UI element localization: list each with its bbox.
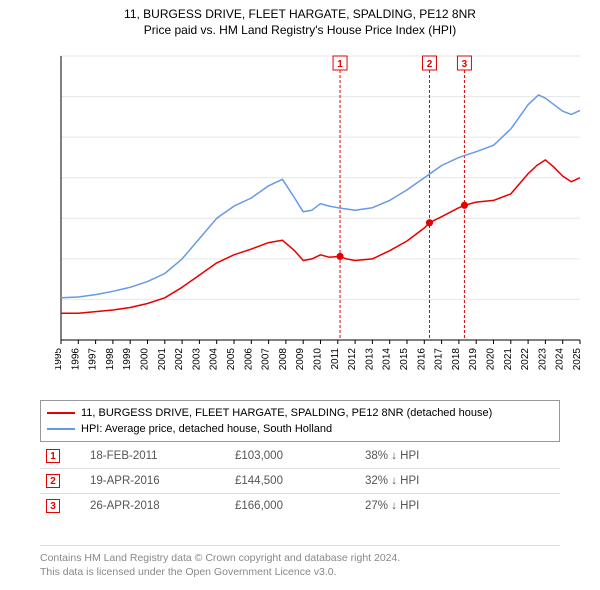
svg-text:1: 1 [337, 59, 343, 70]
svg-text:2004: 2004 [209, 348, 220, 371]
svg-text:2012: 2012 [347, 348, 358, 371]
footnote-line1: Contains HM Land Registry data © Crown c… [40, 551, 560, 565]
sale-date: 19-APR-2016 [90, 475, 205, 487]
svg-text:2016: 2016 [416, 348, 427, 371]
table-row: 1 18-FEB-2011 £103,000 38% ↓ HPI [40, 444, 560, 468]
svg-text:2008: 2008 [278, 348, 289, 371]
sale-hpi-diff: 32% ↓ HPI [365, 475, 475, 487]
svg-text:2: 2 [427, 59, 433, 70]
legend-row-hpi: HPI: Average price, detached house, Sout… [47, 421, 553, 437]
svg-text:2020: 2020 [486, 348, 497, 371]
svg-text:2021: 2021 [503, 348, 514, 371]
sale-hpi-diff: 27% ↓ HPI [365, 500, 475, 512]
legend-swatch-hpi [47, 428, 75, 430]
sale-date: 18-FEB-2011 [90, 450, 205, 462]
svg-text:2006: 2006 [243, 348, 254, 371]
svg-text:2011: 2011 [330, 348, 341, 370]
legend-row-property: 11, BURGESS DRIVE, FLEET HARGATE, SPALDI… [47, 405, 553, 421]
table-row: 3 26-APR-2018 £166,000 27% ↓ HPI [40, 493, 560, 518]
sale-date: 26-APR-2018 [90, 500, 205, 512]
svg-text:2015: 2015 [399, 348, 410, 371]
marker-badge: 2 [46, 474, 60, 488]
footnote-line2: This data is licensed under the Open Gov… [40, 565, 560, 579]
svg-text:2017: 2017 [434, 348, 445, 371]
svg-text:2024: 2024 [555, 348, 566, 371]
marker-badge: 3 [46, 499, 60, 513]
legend-swatch-property [47, 412, 75, 414]
chart-svg: £0£50K£100K£150K£200K£250K£300K£350K1995… [55, 50, 585, 390]
svg-text:2025: 2025 [572, 348, 583, 371]
sale-hpi-diff: 38% ↓ HPI [365, 450, 475, 462]
table-row: 2 19-APR-2016 £144,500 32% ↓ HPI [40, 468, 560, 493]
svg-text:2003: 2003 [191, 348, 202, 371]
marker-badge: 1 [46, 449, 60, 463]
svg-text:1998: 1998 [105, 348, 116, 371]
svg-text:1999: 1999 [122, 348, 133, 371]
svg-text:2001: 2001 [157, 348, 168, 371]
legend-label-property: 11, BURGESS DRIVE, FLEET HARGATE, SPALDI… [81, 407, 492, 419]
svg-text:2018: 2018 [451, 348, 462, 371]
sales-table: 1 18-FEB-2011 £103,000 38% ↓ HPI 2 19-AP… [40, 444, 560, 518]
svg-text:2023: 2023 [537, 348, 548, 371]
chart-legend: 11, BURGESS DRIVE, FLEET HARGATE, SPALDI… [40, 400, 560, 442]
legend-label-hpi: HPI: Average price, detached house, Sout… [81, 423, 332, 435]
svg-text:2000: 2000 [140, 348, 151, 371]
svg-text:2014: 2014 [382, 348, 393, 371]
svg-text:2019: 2019 [468, 348, 479, 371]
svg-text:2022: 2022 [520, 348, 531, 371]
footnote: Contains HM Land Registry data © Crown c… [40, 545, 560, 579]
price-chart: £0£50K£100K£150K£200K£250K£300K£350K1995… [55, 50, 585, 390]
svg-text:2013: 2013 [364, 348, 375, 371]
title-line2: Price paid vs. HM Land Registry's House … [0, 22, 600, 38]
svg-text:2002: 2002 [174, 348, 185, 371]
sale-price: £144,500 [235, 475, 335, 487]
sale-price: £166,000 [235, 500, 335, 512]
svg-text:2005: 2005 [226, 348, 237, 371]
svg-text:1995: 1995 [55, 348, 64, 371]
svg-text:1996: 1996 [70, 348, 81, 371]
svg-text:2010: 2010 [313, 348, 324, 371]
title-line1: 11, BURGESS DRIVE, FLEET HARGATE, SPALDI… [0, 6, 600, 22]
svg-text:3: 3 [462, 59, 468, 70]
svg-text:1997: 1997 [88, 348, 99, 371]
svg-text:2007: 2007 [261, 348, 272, 371]
svg-text:2009: 2009 [295, 348, 306, 371]
sale-price: £103,000 [235, 450, 335, 462]
chart-title: 11, BURGESS DRIVE, FLEET HARGATE, SPALDI… [0, 0, 600, 38]
